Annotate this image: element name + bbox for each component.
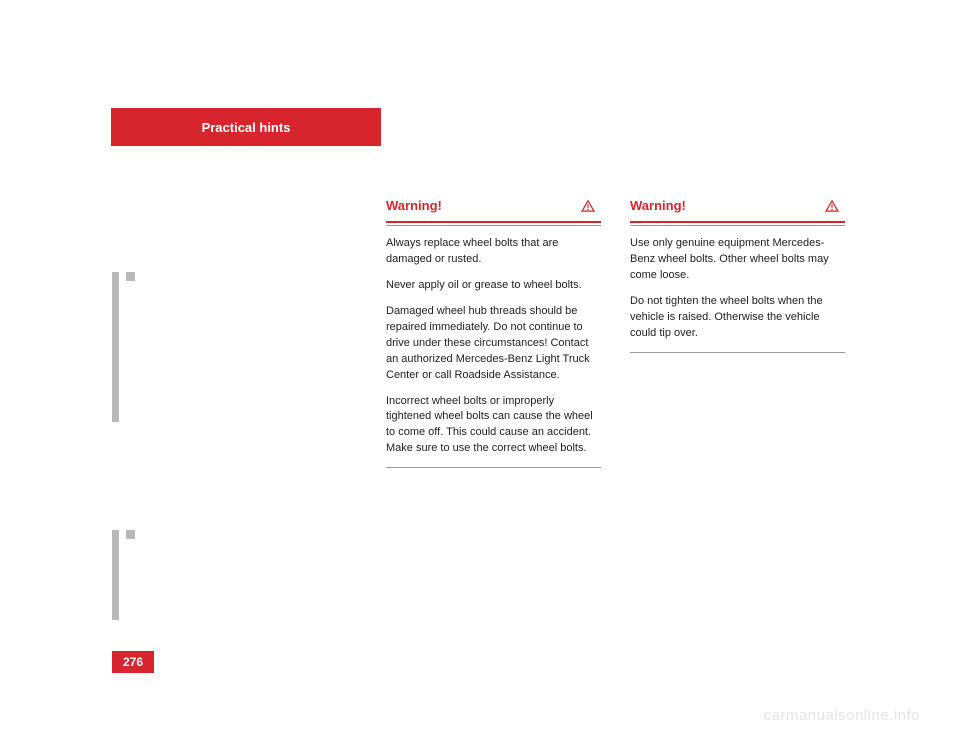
section-tab: Practical hints — [111, 108, 381, 146]
warning-triangle-icon — [825, 200, 839, 212]
section-tab-label: Practical hints — [202, 120, 291, 135]
warning-paragraph: Never apply oil or grease to wheel bolts… — [386, 278, 597, 294]
margin-marker-1 — [126, 272, 135, 281]
warning-paragraph: Damaged wheel hub threads should be repa… — [386, 304, 597, 384]
warning-title: Warning! — [386, 198, 442, 213]
manual-page: Practical hints Warning! Always replace … — [0, 0, 960, 742]
warning-paragraph: Incorrect wheel bolts or improperly tigh… — [386, 394, 597, 458]
warning-box-left: Warning! Always replace wheel bolts that… — [386, 190, 601, 468]
warning-box-right: Warning! Use only genuine equipment Merc… — [630, 190, 845, 353]
page-number-badge: 276 — [112, 651, 154, 673]
warning-body: Use only genuine equipment Mercedes-Benz… — [630, 225, 845, 353]
page-number: 276 — [123, 655, 143, 669]
margin-bar-2 — [112, 530, 119, 620]
margin-bar-1 — [112, 272, 119, 422]
warning-header: Warning! — [630, 190, 845, 223]
warning-paragraph: Do not tighten the wheel bolts when the … — [630, 294, 841, 342]
warning-paragraph: Use only genuine equipment Mercedes-Benz… — [630, 236, 841, 284]
warning-body: Always replace wheel bolts that are dama… — [386, 225, 601, 468]
watermark-text: carmanualsonline.info — [764, 707, 920, 724]
margin-marker-2 — [126, 530, 135, 539]
warning-paragraph: Always replace wheel bolts that are dama… — [386, 236, 597, 268]
warning-title: Warning! — [630, 198, 686, 213]
warning-triangle-icon — [581, 200, 595, 212]
warning-header: Warning! — [386, 190, 601, 223]
